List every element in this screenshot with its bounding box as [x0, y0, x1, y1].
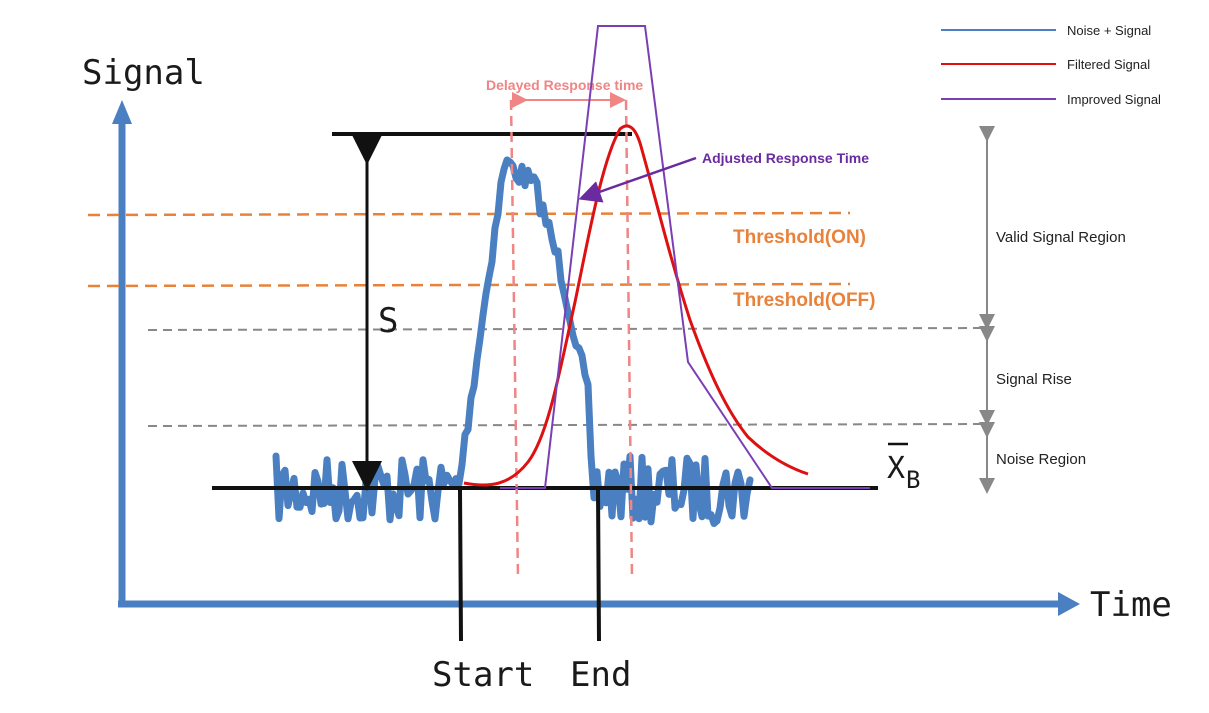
- region-label-rise: Signal Rise: [996, 371, 1072, 388]
- region-label-noise: Noise Region: [996, 451, 1086, 468]
- x-axis-label: Time: [1090, 585, 1172, 625]
- region-label-valid: Valid Signal Region: [996, 229, 1126, 246]
- baseline-label: X: [887, 451, 905, 486]
- legend-label-filtered: Filtered Signal: [1067, 57, 1150, 72]
- threshold-off-line: [87, 282, 851, 288]
- improved-signal-curve: [500, 25, 870, 489]
- adjusted-response-arrow: [578, 156, 697, 203]
- legend: Noise + Signal Filtered Signal Improved …: [941, 23, 1161, 107]
- start-marker-line: [458, 489, 463, 642]
- noise-region-top-line: [147, 423, 991, 427]
- threshold-on-line: [87, 211, 851, 217]
- legend-label-noise: Noise + Signal: [1067, 23, 1151, 38]
- delayed-response-label: Delayed Response time: [486, 77, 643, 93]
- adjusted-response-label: Adjusted Response Time: [702, 150, 869, 166]
- y-axis-label: Signal: [82, 53, 205, 93]
- baseline-subscript: B: [906, 466, 920, 494]
- filtered-signal-curve: [463, 124, 809, 487]
- x-axis-arrow: [1058, 592, 1080, 616]
- end-marker-line: [596, 489, 601, 642]
- threshold-on-label: Threshold(ON): [733, 227, 866, 248]
- legend-label-improved: Improved Signal: [1067, 92, 1161, 107]
- amplitude-label: S: [378, 301, 398, 341]
- threshold-off-label: Threshold(OFF): [733, 290, 875, 311]
- end-label: End: [570, 655, 631, 695]
- start-label: Start: [432, 655, 534, 695]
- y-axis-arrow: [112, 100, 132, 124]
